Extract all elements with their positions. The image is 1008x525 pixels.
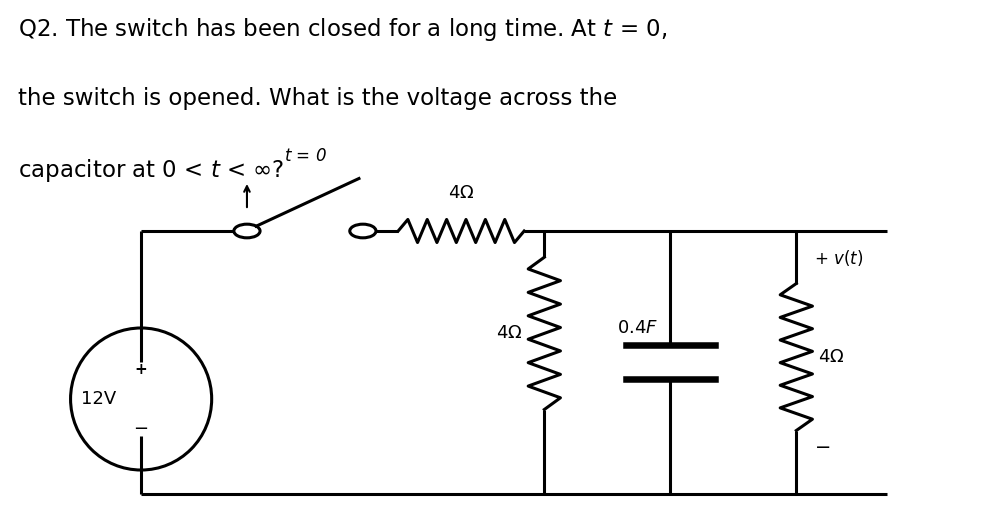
Text: the switch is opened. What is the voltage across the: the switch is opened. What is the voltag… <box>18 87 617 110</box>
Text: 12V: 12V <box>81 390 116 408</box>
Text: −: − <box>133 420 149 438</box>
Text: 4$\Omega$: 4$\Omega$ <box>448 184 475 202</box>
Text: 4$\Omega$: 4$\Omega$ <box>496 324 522 342</box>
Text: $t$ = 0: $t$ = 0 <box>283 148 327 165</box>
Text: capacitor at 0 < $t$ < $\infty$?: capacitor at 0 < $t$ < $\infty$? <box>18 158 284 184</box>
Text: + $v(t)$: + $v(t)$ <box>814 248 864 268</box>
Text: $-$: $-$ <box>814 436 831 455</box>
Text: $0.4F$: $0.4F$ <box>617 319 658 337</box>
Text: +: + <box>135 362 147 376</box>
Text: Q2. The switch has been closed for a long time. At $t$ = 0,: Q2. The switch has been closed for a lon… <box>18 16 667 43</box>
Text: 4$\Omega$: 4$\Omega$ <box>818 348 845 366</box>
